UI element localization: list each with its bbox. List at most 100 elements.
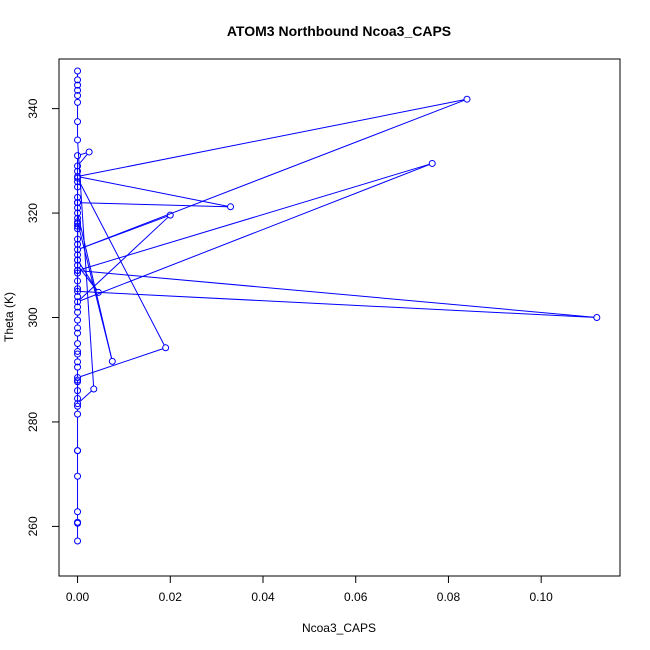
x-tick-label: 0.02 (159, 590, 183, 604)
data-point (74, 209, 82, 217)
series-points (74, 67, 601, 545)
data-point (74, 324, 82, 332)
series-line-segment (80, 99, 465, 177)
x-axis-label: Ncoa3_CAPS (302, 621, 376, 635)
data-point (74, 298, 82, 306)
data-point (74, 67, 82, 75)
series-line-segment (80, 176, 228, 207)
data-point (74, 400, 82, 408)
data-point (108, 357, 116, 365)
data-point (74, 387, 82, 395)
y-axis-label: Theta (K) (2, 292, 16, 342)
y-axis: 260 280 300 320 340 (26, 98, 60, 536)
data-point (74, 537, 82, 545)
data-point (74, 251, 82, 259)
series-line-segment (80, 152, 87, 156)
data-point (74, 261, 82, 269)
y-tick-label: 300 (26, 307, 40, 327)
data-point (74, 222, 82, 230)
data-point (74, 347, 82, 355)
data-point (162, 344, 170, 352)
series-line-segment (80, 348, 163, 378)
x-tick-label: 0.00 (66, 590, 90, 604)
data-point (74, 225, 82, 233)
series-line-segment (78, 180, 165, 346)
data-point (74, 86, 82, 94)
data-point (74, 92, 82, 100)
data-point (94, 288, 102, 296)
data-point (74, 518, 82, 526)
series-line-segment (80, 99, 465, 249)
data-point (74, 358, 82, 366)
x-tick-label: 0.04 (251, 590, 275, 604)
data-point (74, 81, 82, 89)
data-point (74, 285, 82, 293)
data-point (428, 159, 436, 167)
series-line-segment (80, 163, 430, 271)
data-point (74, 162, 82, 170)
x-axis: 0.00 0.02 0.04 0.06 0.08 0.10 (66, 575, 554, 604)
y-tick-label: 340 (26, 98, 40, 118)
data-point (74, 447, 82, 455)
data-point (74, 363, 82, 371)
data-point (74, 340, 82, 348)
data-point (74, 178, 82, 186)
data-point (85, 148, 93, 156)
data-point (74, 76, 82, 84)
y-tick-label: 280 (26, 412, 40, 432)
data-point (74, 193, 82, 201)
data-point (90, 385, 98, 393)
series-line-segment (80, 291, 594, 318)
data-point (74, 118, 82, 126)
data-point (74, 174, 82, 182)
data-point (74, 350, 82, 358)
data-point (74, 152, 82, 160)
x-tick-label: 0.10 (530, 590, 554, 604)
data-point (74, 183, 82, 191)
y-tick-label: 320 (26, 203, 40, 223)
data-point (74, 167, 82, 175)
series-line-segment (80, 202, 228, 208)
series-line-segment (79, 153, 88, 165)
data-point (74, 136, 82, 144)
data-point (74, 472, 82, 480)
data-point (74, 277, 82, 285)
x-tick-label: 0.08 (437, 590, 461, 604)
series-line-segment (79, 390, 92, 403)
data-point (74, 394, 82, 402)
data-point (74, 508, 82, 516)
y-tick-label: 260 (26, 516, 40, 536)
data-point (74, 218, 82, 226)
data-point (74, 204, 82, 212)
data-point (74, 287, 82, 295)
data-point (593, 314, 601, 321)
chart-title: ATOM3 Northbound Ncoa3_CAPS (227, 23, 451, 39)
data-point (227, 203, 235, 211)
data-point (74, 308, 82, 316)
data-point (74, 269, 82, 277)
data-point (74, 246, 82, 254)
data-point (74, 256, 82, 264)
data-point (74, 214, 82, 222)
data-point (74, 235, 82, 243)
series-line-segment (80, 164, 430, 302)
data-point (74, 98, 82, 106)
data-point (74, 293, 82, 301)
data-point (74, 240, 82, 248)
data-point (74, 303, 82, 311)
data-point (74, 376, 82, 384)
data-point (74, 374, 82, 382)
data-point (74, 267, 82, 274)
data-point (74, 410, 82, 418)
data-point (74, 402, 82, 410)
series-lines (77, 74, 594, 539)
data-point (463, 95, 471, 103)
data-point (74, 316, 82, 324)
x-tick-label: 0.06 (344, 590, 368, 604)
data-point (166, 211, 174, 219)
data-point (74, 329, 82, 337)
series-line-segment (80, 270, 594, 318)
data-point (74, 199, 82, 207)
